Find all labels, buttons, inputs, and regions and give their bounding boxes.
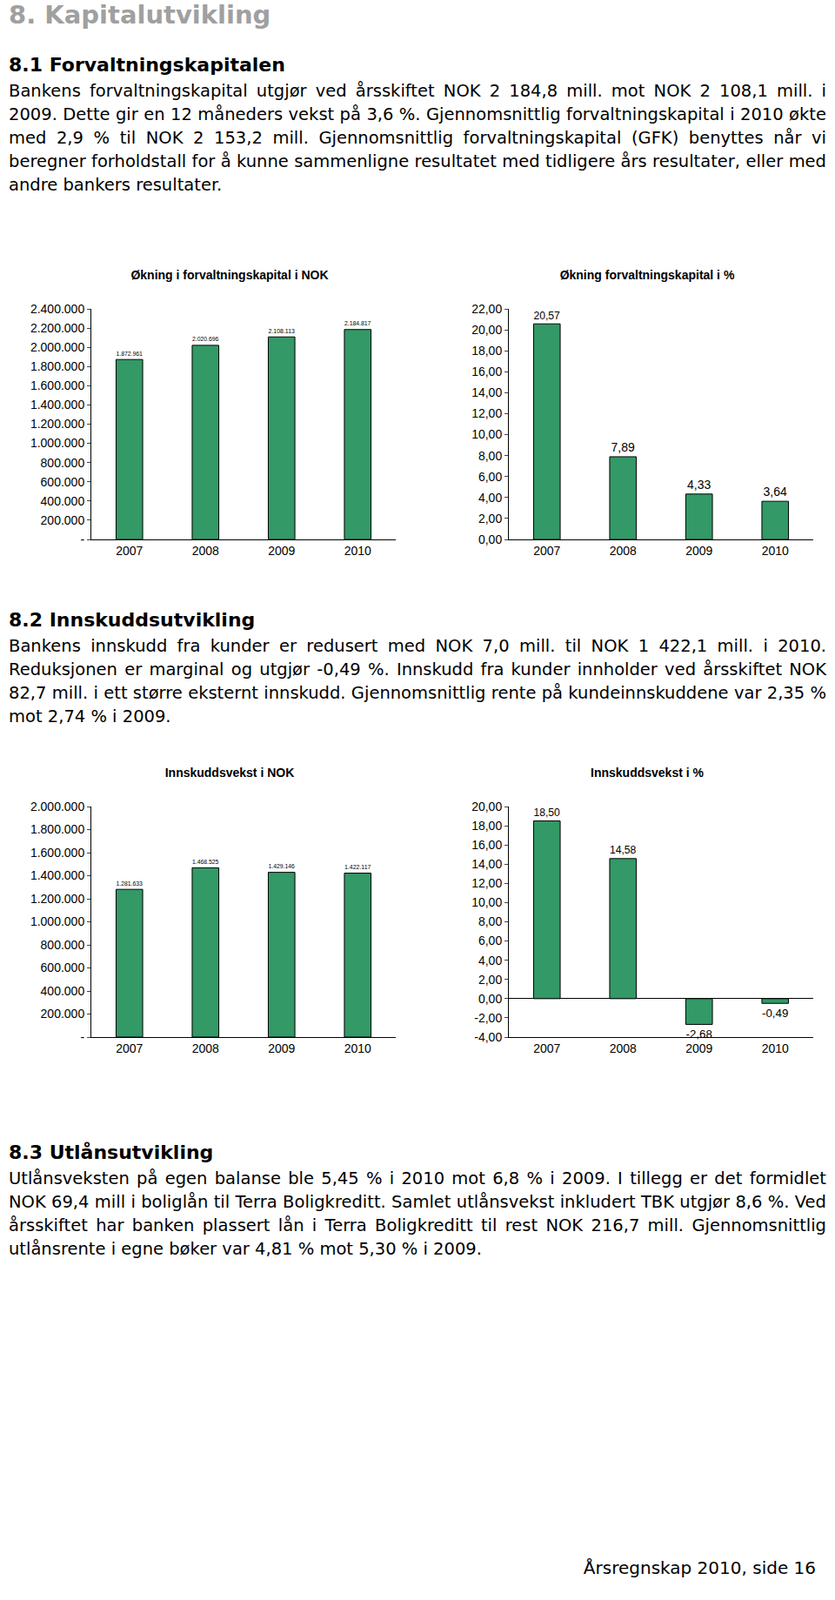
svg-text:12,00: 12,00 bbox=[471, 406, 502, 421]
svg-text:16,00: 16,00 bbox=[471, 837, 502, 852]
svg-text:2009: 2009 bbox=[267, 1041, 295, 1056]
svg-text:2010: 2010 bbox=[761, 543, 789, 558]
svg-text:1.872.961: 1.872.961 bbox=[115, 350, 143, 357]
svg-text:1.422.117: 1.422.117 bbox=[344, 863, 372, 870]
svg-text:12,00: 12,00 bbox=[471, 875, 502, 890]
svg-text:2007: 2007 bbox=[115, 543, 143, 558]
html-text:8.1 Forvaltningskapitalen: 8.1 Forvaltningskapitalen bbox=[8, 53, 286, 76]
svg-text:2008: 2008 bbox=[192, 1041, 220, 1056]
svg-text:20,57: 20,57 bbox=[533, 309, 561, 322]
svg-text:8,00: 8,00 bbox=[478, 448, 502, 463]
svg-text:1.429.146: 1.429.146 bbox=[267, 862, 295, 869]
svg-text:1.800.000: 1.800.000 bbox=[30, 359, 85, 374]
html-text:Årsregnskap 2010, side 16: Årsregnskap 2010, side 16 bbox=[583, 1556, 816, 1578]
svg-text:1.400.000: 1.400.000 bbox=[30, 868, 85, 882]
svg-text:2007: 2007 bbox=[533, 543, 561, 558]
html-text:Bankens forvaltningskapital ut: Bankens forvaltningskapital utgjør ved å… bbox=[8, 80, 827, 195]
html-text:8.2 Innskuddsutvikling: 8.2 Innskuddsutvikling bbox=[8, 608, 256, 631]
svg-text:20,00: 20,00 bbox=[471, 799, 502, 814]
svg-text:-: - bbox=[80, 532, 86, 547]
svg-text:2007: 2007 bbox=[533, 1041, 561, 1056]
svg-text:2.000.000: 2.000.000 bbox=[30, 340, 85, 355]
svg-text:1.200.000: 1.200.000 bbox=[30, 416, 85, 431]
svg-text:200.000: 200.000 bbox=[40, 1006, 86, 1021]
svg-text:2007: 2007 bbox=[115, 1041, 143, 1056]
svg-text:14,00: 14,00 bbox=[471, 856, 502, 871]
svg-text:7,89: 7,89 bbox=[611, 440, 635, 455]
svg-text:Innskuddsvekst i NOK: Innskuddsvekst i NOK bbox=[165, 765, 295, 780]
svg-text:18,50: 18,50 bbox=[533, 806, 561, 819]
html-text:Bankens innskudd fra kunder er: Bankens innskudd fra kunder er redusert … bbox=[8, 635, 827, 727]
svg-text:6,00: 6,00 bbox=[478, 933, 502, 948]
svg-text:2,00: 2,00 bbox=[478, 511, 502, 526]
svg-text:1.400.000: 1.400.000 bbox=[30, 397, 85, 412]
html-text:Utlånsveksten på egen balanse: Utlånsveksten på egen balanse ble 5,45 %… bbox=[8, 1168, 827, 1259]
svg-text:600.000: 600.000 bbox=[40, 960, 86, 975]
svg-text:1.000.000: 1.000.000 bbox=[30, 914, 85, 929]
svg-text:4,00: 4,00 bbox=[478, 490, 502, 505]
svg-text:22,00: 22,00 bbox=[471, 301, 502, 316]
svg-text:1.281.633: 1.281.633 bbox=[115, 880, 143, 887]
html-text:8.3 Utlånsutvikling: 8.3 Utlånsutvikling bbox=[8, 1141, 214, 1163]
svg-text:2010: 2010 bbox=[761, 1041, 789, 1056]
svg-text:10,00: 10,00 bbox=[471, 895, 502, 909]
svg-text:2009: 2009 bbox=[267, 543, 295, 558]
svg-text:8,00: 8,00 bbox=[478, 914, 502, 929]
svg-text:2008: 2008 bbox=[609, 1041, 637, 1056]
svg-text:1.468.525: 1.468.525 bbox=[192, 858, 220, 865]
svg-text:Innskuddsvekst i %: Innskuddsvekst i % bbox=[590, 765, 704, 780]
svg-text:200.000: 200.000 bbox=[40, 513, 86, 528]
svg-text:0,00: 0,00 bbox=[478, 991, 502, 1006]
svg-text:20,00: 20,00 bbox=[471, 322, 502, 337]
svg-text:2010: 2010 bbox=[344, 543, 372, 558]
svg-text:1.600.000: 1.600.000 bbox=[30, 378, 85, 393]
svg-text:800.000: 800.000 bbox=[40, 455, 86, 470]
svg-text:800.000: 800.000 bbox=[40, 937, 86, 952]
svg-text:18,00: 18,00 bbox=[471, 818, 502, 833]
svg-text:1.200.000: 1.200.000 bbox=[30, 891, 85, 906]
svg-text:2.108.113: 2.108.113 bbox=[267, 327, 295, 334]
svg-text:Økning i forvaltningskapital i: Økning i forvaltningskapital i NOK bbox=[130, 267, 328, 282]
svg-text:2,00: 2,00 bbox=[478, 972, 502, 987]
svg-text:14,58: 14,58 bbox=[609, 843, 637, 856]
svg-text:1.600.000: 1.600.000 bbox=[30, 845, 85, 860]
svg-text:4,00: 4,00 bbox=[478, 953, 502, 968]
html-text:8. Kapitalutvikling: 8. Kapitalutvikling bbox=[8, 0, 271, 30]
svg-text:18,00: 18,00 bbox=[471, 343, 502, 358]
svg-text:2010: 2010 bbox=[344, 1041, 372, 1056]
svg-text:2.020.696: 2.020.696 bbox=[192, 335, 220, 342]
svg-text:-2,00: -2,00 bbox=[474, 1010, 502, 1025]
svg-text:Økning forvaltningskapital i %: Økning forvaltningskapital i % bbox=[560, 267, 735, 282]
svg-text:3,64: 3,64 bbox=[763, 484, 788, 499]
svg-text:1.800.000: 1.800.000 bbox=[30, 821, 85, 836]
svg-text:14,00: 14,00 bbox=[471, 385, 502, 400]
svg-text:6,00: 6,00 bbox=[478, 469, 502, 484]
svg-text:600.000: 600.000 bbox=[40, 474, 86, 489]
svg-text:4,33: 4,33 bbox=[687, 477, 711, 492]
svg-text:2008: 2008 bbox=[192, 543, 220, 558]
svg-text:-2,68: -2,68 bbox=[685, 1027, 712, 1041]
svg-text:2.200.000: 2.200.000 bbox=[30, 320, 85, 335]
svg-text:10,00: 10,00 bbox=[471, 427, 502, 441]
svg-text:-0,49: -0,49 bbox=[761, 1006, 789, 1020]
svg-text:2008: 2008 bbox=[609, 543, 637, 558]
svg-text:-4,00: -4,00 bbox=[474, 1029, 502, 1044]
svg-text:2.000.000: 2.000.000 bbox=[30, 799, 85, 814]
svg-text:400.000: 400.000 bbox=[40, 983, 86, 998]
svg-text:2.184.817: 2.184.817 bbox=[344, 320, 372, 327]
svg-text:2.400.000: 2.400.000 bbox=[30, 301, 85, 316]
svg-text:2009: 2009 bbox=[685, 543, 713, 558]
svg-text:0,00: 0,00 bbox=[478, 532, 502, 547]
svg-text:1.000.000: 1.000.000 bbox=[30, 435, 85, 450]
svg-text:16,00: 16,00 bbox=[471, 364, 502, 379]
svg-text:2009: 2009 bbox=[685, 1041, 713, 1056]
svg-text:-: - bbox=[80, 1029, 86, 1044]
svg-text:400.000: 400.000 bbox=[40, 494, 86, 508]
